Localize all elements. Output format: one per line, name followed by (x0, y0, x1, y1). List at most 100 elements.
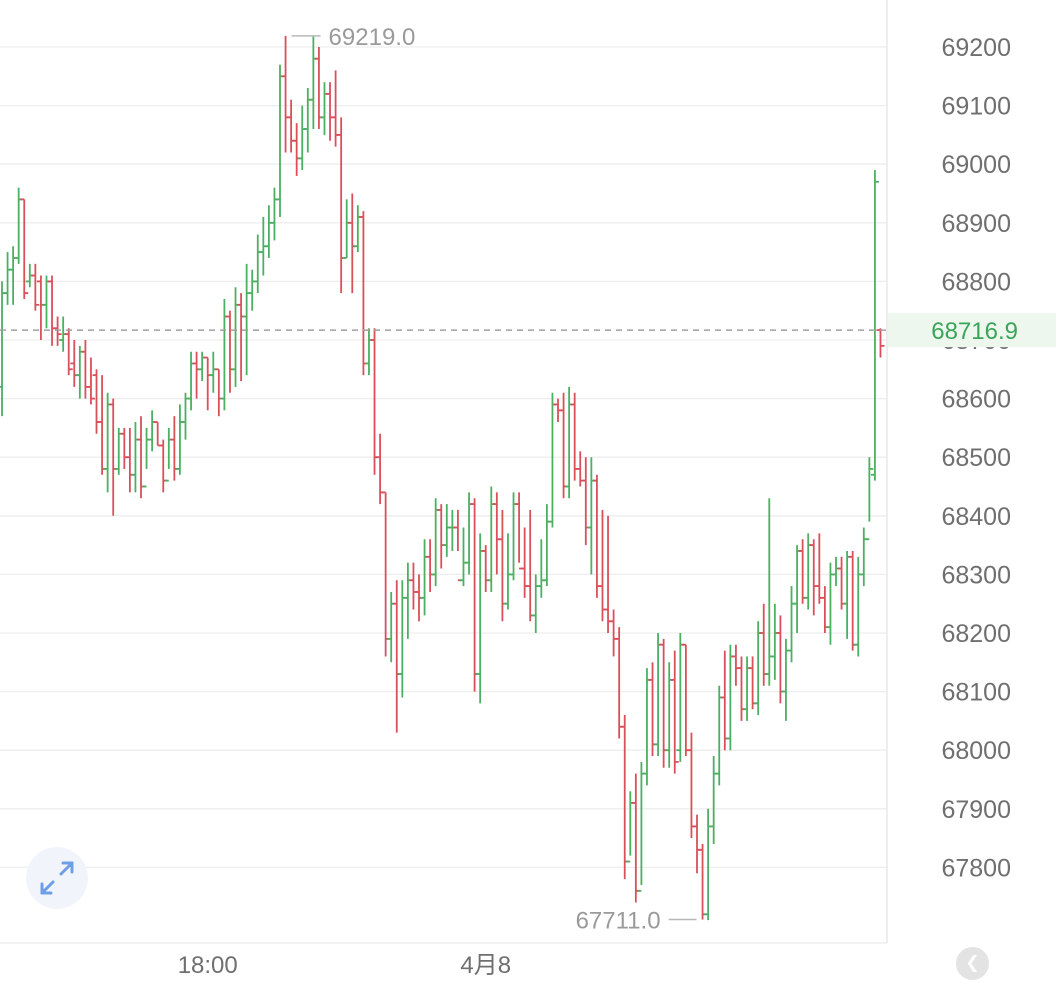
ohlc-bar (326, 82, 335, 141)
ohlc-bar (309, 35, 318, 130)
ohlc-bar (470, 498, 479, 692)
ohlc-bar (537, 539, 546, 598)
ohlc-bar (364, 328, 373, 376)
grid-lines (0, 46, 887, 869)
ohlc-bar (392, 580, 401, 733)
ohlc-bar (520, 527, 529, 598)
ohlc-bar (337, 117, 346, 294)
ohlc-bar (581, 457, 590, 546)
y-tick-label: 69200 (941, 34, 1011, 62)
y-tick-label: 67900 (941, 796, 1011, 824)
ohlc-bar (787, 586, 796, 663)
ohlc-bar (876, 328, 885, 358)
y-tick-label: 68500 (941, 444, 1011, 472)
low-annotation: 67711.0 (576, 908, 697, 935)
y-tick-label: 68300 (941, 561, 1011, 589)
ohlc-bar (793, 545, 802, 633)
ohlc-bar (342, 199, 351, 259)
ohlc-bar (320, 82, 329, 135)
y-tick-label: 67800 (941, 854, 1011, 882)
ohlc-bar (103, 392, 112, 493)
ohlc-bar (743, 656, 752, 721)
ohlc-bar (64, 328, 73, 376)
ohlc-bar (264, 205, 273, 258)
ohlc-bar (820, 586, 829, 633)
ohlc-bar (676, 633, 685, 762)
ohlc-bar (81, 340, 90, 399)
ohlc-bar (765, 498, 774, 686)
ohlc-bar (726, 644, 735, 751)
ohlc-bar (120, 427, 129, 469)
ohlc-bar (159, 439, 168, 493)
y-tick-label: 69000 (941, 151, 1011, 179)
ohlc-bar (376, 433, 385, 505)
ohlc-bar (276, 64, 284, 217)
ohlc-bar (86, 357, 95, 405)
ohlc-bar (720, 650, 729, 751)
ohlc-bar (481, 545, 490, 592)
ohlc-bar (253, 234, 262, 294)
ohlc-bar (231, 287, 240, 387)
ohlc-bar (9, 246, 18, 305)
ohlc-bar (459, 527, 468, 587)
ohlc-bar (848, 550, 857, 651)
collapse-chevron-icon: ❮ (965, 953, 980, 973)
ohlc-bar (698, 843, 707, 920)
ohlc-bar (843, 550, 852, 639)
ohlc-bar (626, 791, 635, 863)
ohlc-bar (492, 492, 501, 575)
ohlc-bar (125, 427, 134, 493)
ohlc-bar (737, 656, 746, 721)
ohlc-bar (654, 633, 663, 757)
ohlc-bar (437, 504, 446, 569)
ohlc-bar (431, 498, 440, 587)
collapse-panel-button[interactable]: ❮ (956, 947, 989, 980)
ohlc-bar (854, 556, 863, 657)
price-bars (0, 35, 885, 921)
ohlc-bar (270, 187, 279, 241)
ohlc-bar (570, 392, 579, 481)
ohlc-bar (859, 527, 868, 587)
ohlc-bar (281, 35, 290, 153)
ohlc-bar (48, 275, 57, 346)
ohlc-bar (75, 345, 84, 399)
ohlc-bar (615, 627, 624, 739)
ohlc-bar (531, 574, 540, 633)
y-axis-ticks: 6920069100690006890068800687006860068500… (941, 34, 1011, 882)
ohlc-bar (353, 205, 362, 253)
y-tick-label: 68900 (941, 210, 1011, 238)
ohlc-bar (548, 392, 557, 528)
ohlc-bar (20, 198, 29, 299)
ohlc-bar (187, 351, 196, 411)
ohlc-bar (809, 539, 818, 616)
ohlc-bar (164, 427, 173, 482)
y-tick-label: 69100 (941, 93, 1011, 121)
ohlc-bar (42, 275, 51, 329)
ohlc-bar (409, 562, 418, 610)
y-tick-label: 68400 (941, 503, 1011, 531)
ohlc-bar (387, 591, 396, 663)
ohlc-bar (815, 533, 824, 604)
y-tick-label: 68800 (941, 268, 1011, 296)
ohlc-bar (420, 539, 429, 616)
x-tick-label: 4月8 (460, 952, 511, 979)
fullscreen-expand-button[interactable] (26, 847, 88, 909)
ohlc-bar (248, 269, 257, 311)
low-annotation-label: 67711.0 (576, 908, 661, 935)
high-annotation: 69219.0 (291, 24, 415, 51)
ohlc-bar (192, 351, 201, 399)
ohlc-bar (693, 814, 701, 874)
ohlc-bar (287, 99, 296, 153)
ohlc-bar (648, 662, 657, 757)
ohlc-bar (0, 281, 6, 417)
ohlc-bar (776, 615, 785, 704)
ohlc-bar (348, 193, 357, 294)
ohlc-bar (153, 421, 162, 447)
ohlc-bar (298, 105, 307, 171)
ohlc-bar (242, 263, 251, 376)
ohlc-bar (731, 644, 740, 686)
ohlc-bar (303, 88, 312, 153)
ohlc-bar (31, 263, 40, 311)
ohlc-bar (659, 638, 668, 768)
